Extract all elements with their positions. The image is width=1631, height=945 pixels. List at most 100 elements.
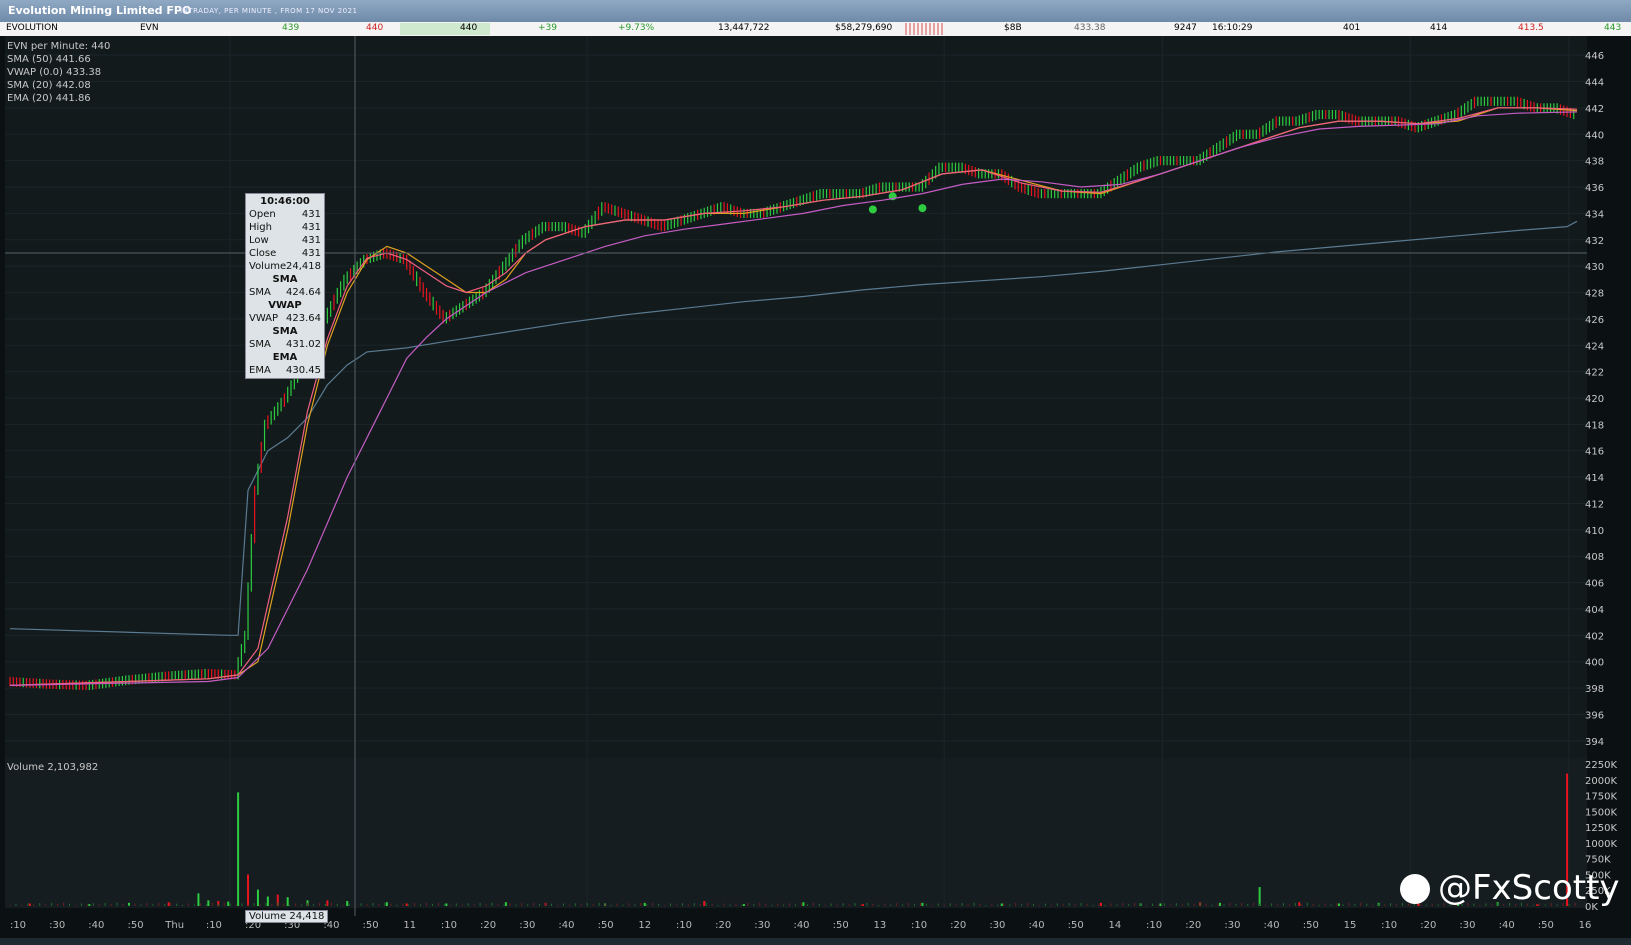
volume-axis: 0K 250K 500K 750K 1000K 1250K 1500K 1750K 2000K 2… bbox=[1585, 760, 1617, 913]
indicator-legend: EVN per Minute: 440 SMA (50) 441.66 VWAP… bbox=[7, 40, 110, 105]
quote-vwap: 433.38 bbox=[1074, 23, 1106, 33]
legend-vwap: VWAP (0.0) 433.38 bbox=[7, 67, 102, 78]
quote-last: 440 bbox=[460, 23, 478, 33]
time-tick-label: :40 bbox=[1264, 920, 1280, 931]
time-tick-label: :40 bbox=[323, 920, 339, 931]
tooltip-close: Close 431 bbox=[249, 248, 321, 259]
tooltip-sma-head: SMA bbox=[272, 274, 298, 285]
price-tick-label: 434 bbox=[1585, 209, 1604, 220]
volume-bars bbox=[9, 773, 1576, 906]
volume-tick-label: 750K bbox=[1585, 855, 1611, 866]
price-tick-label: 424 bbox=[1585, 341, 1604, 352]
chart-title: Evolution Mining Limited FPO bbox=[8, 4, 192, 17]
volume-tick-label: 500K bbox=[1585, 870, 1611, 881]
time-tick-label: :10 bbox=[441, 920, 457, 931]
quote-time: 16:10:29 bbox=[1212, 23, 1253, 33]
time-axis: :10 :30 :40 :50 Thu :10 :20 :30 :40 :50 11 :10 :20 :3… bbox=[10, 920, 1591, 931]
time-tick-label: :50 bbox=[833, 920, 849, 931]
tooltip-vwap-head: VWAP bbox=[268, 300, 302, 311]
vwap-line bbox=[9, 220, 1578, 636]
time-tick-label: 12 bbox=[638, 920, 651, 931]
quote-bar: EVOLUTION EVN 439 440 440 +39 +9.73% 13,… bbox=[0, 22, 1631, 37]
time-tick-label: :20 bbox=[480, 920, 496, 931]
volume-tick-label: 1750K bbox=[1585, 792, 1617, 803]
time-tick-label: :50 bbox=[1303, 920, 1319, 931]
indicator-line-sma bbox=[9, 111, 1578, 686]
price-tick-label: 404 bbox=[1585, 605, 1604, 616]
chart-canvas[interactable]: 394 396 398 400 402 404 406 408 410 412 414 416 418 4… bbox=[0, 36, 1631, 938]
time-tick-label: Thu bbox=[164, 920, 184, 931]
quote-open: 401 bbox=[1343, 23, 1361, 33]
legend-sma20: SMA (20) 442.08 bbox=[7, 80, 91, 91]
time-tick-label: :30 bbox=[519, 920, 535, 931]
price-tick-label: 398 bbox=[1585, 684, 1604, 695]
time-tick-label: 11 bbox=[403, 920, 416, 931]
tooltip-high: High 431 bbox=[249, 222, 321, 233]
time-tick-label: :10 bbox=[1146, 920, 1162, 931]
time-tick-label: :40 bbox=[558, 920, 574, 931]
volume-tick-label: 250K bbox=[1585, 886, 1611, 897]
time-tick-label: :10 bbox=[10, 920, 26, 931]
title-bar: Evolution Mining Limited FPO INTRADAY, P… bbox=[0, 0, 1631, 23]
tooltip-ema-head: EMA bbox=[272, 352, 298, 363]
price-axis: 394 396 398 400 402 404 406 408 410 412 414 416 418 4… bbox=[1585, 51, 1604, 748]
time-tick-label: :30 bbox=[989, 920, 1005, 931]
quote-mcap: $8B bbox=[1004, 23, 1022, 33]
price-tick-label: 418 bbox=[1585, 420, 1604, 431]
price-tick-label: 446 bbox=[1585, 51, 1604, 62]
tooltip-vwap: VWAP 423.64 bbox=[249, 313, 321, 324]
quote-bid: 439 bbox=[282, 23, 300, 33]
volume-tick-label: 1000K bbox=[1585, 839, 1617, 850]
quote-code[interactable]: EVN bbox=[140, 23, 159, 33]
volume-panel bbox=[5, 758, 1587, 908]
time-tick-label: :50 bbox=[598, 920, 614, 931]
time-tick-label: :20 bbox=[1185, 920, 1201, 931]
time-tick-label: :20 bbox=[245, 920, 261, 931]
quote-volume: 13,447,722 bbox=[718, 23, 770, 33]
tooltip-ema: EMA 430.45 bbox=[249, 365, 321, 376]
time-tick-label: :10 bbox=[911, 920, 927, 931]
value-bar bbox=[905, 23, 945, 35]
price-tick-label: 416 bbox=[1585, 447, 1604, 458]
price-tick-label: 422 bbox=[1585, 368, 1604, 379]
tooltip-low: Low 431 bbox=[249, 235, 321, 246]
price-tick-label: 412 bbox=[1585, 499, 1604, 510]
price-tick-label: 440 bbox=[1585, 130, 1604, 141]
quote-name[interactable]: EVOLUTION bbox=[6, 23, 58, 33]
signal-dot bbox=[918, 204, 927, 213]
time-tick-label: :30 bbox=[284, 920, 300, 931]
time-tick-label: :10 bbox=[1381, 920, 1397, 931]
price-tick-label: 402 bbox=[1585, 631, 1604, 642]
price-tick-label: 444 bbox=[1585, 78, 1604, 89]
tooltip-volume: Volume 24,418 bbox=[249, 261, 321, 272]
quote-change: +39 bbox=[538, 23, 557, 33]
price-tick-label: 410 bbox=[1585, 526, 1604, 537]
last-price-cell bbox=[400, 23, 490, 35]
quote-trades: 9247 bbox=[1174, 23, 1197, 33]
time-tick-label: :30 bbox=[1224, 920, 1240, 931]
quote-low: 413.5 bbox=[1518, 23, 1544, 33]
price-tick-label: 432 bbox=[1585, 236, 1604, 247]
price-tick-label: 396 bbox=[1585, 710, 1604, 721]
price-tick-label: 428 bbox=[1585, 289, 1604, 300]
price-tick-label: 436 bbox=[1585, 183, 1604, 194]
bottom-scrollbar[interactable] bbox=[0, 938, 1631, 945]
price-tick-label: 430 bbox=[1585, 262, 1604, 273]
quote-change-pct: +9.73% bbox=[618, 23, 655, 33]
time-tick-label: :20 bbox=[715, 920, 731, 931]
indicator-line-ema bbox=[9, 107, 1578, 686]
time-tick-label: 14 bbox=[1109, 920, 1122, 931]
time-tick-label: :50 bbox=[1068, 920, 1084, 931]
time-tick-label: 13 bbox=[873, 920, 886, 931]
crosshair-tooltip: 10:46:00 Open 431 High 431 Low 431 Close 431… bbox=[245, 193, 325, 379]
quote-close: 443 bbox=[1604, 23, 1622, 33]
time-tick-label: :50 bbox=[1538, 920, 1554, 931]
quote-ask: 440 bbox=[366, 23, 384, 33]
time-tick-label: :30 bbox=[1459, 920, 1475, 931]
price-tick-label: 400 bbox=[1585, 658, 1604, 669]
price-tick-label: 426 bbox=[1585, 315, 1604, 326]
tooltip-sma: SMA 424.64 bbox=[249, 287, 321, 298]
time-tick-label: :30 bbox=[49, 920, 65, 931]
time-tick-label: :50 bbox=[127, 920, 143, 931]
indicator-line-vwap bbox=[9, 220, 1578, 636]
